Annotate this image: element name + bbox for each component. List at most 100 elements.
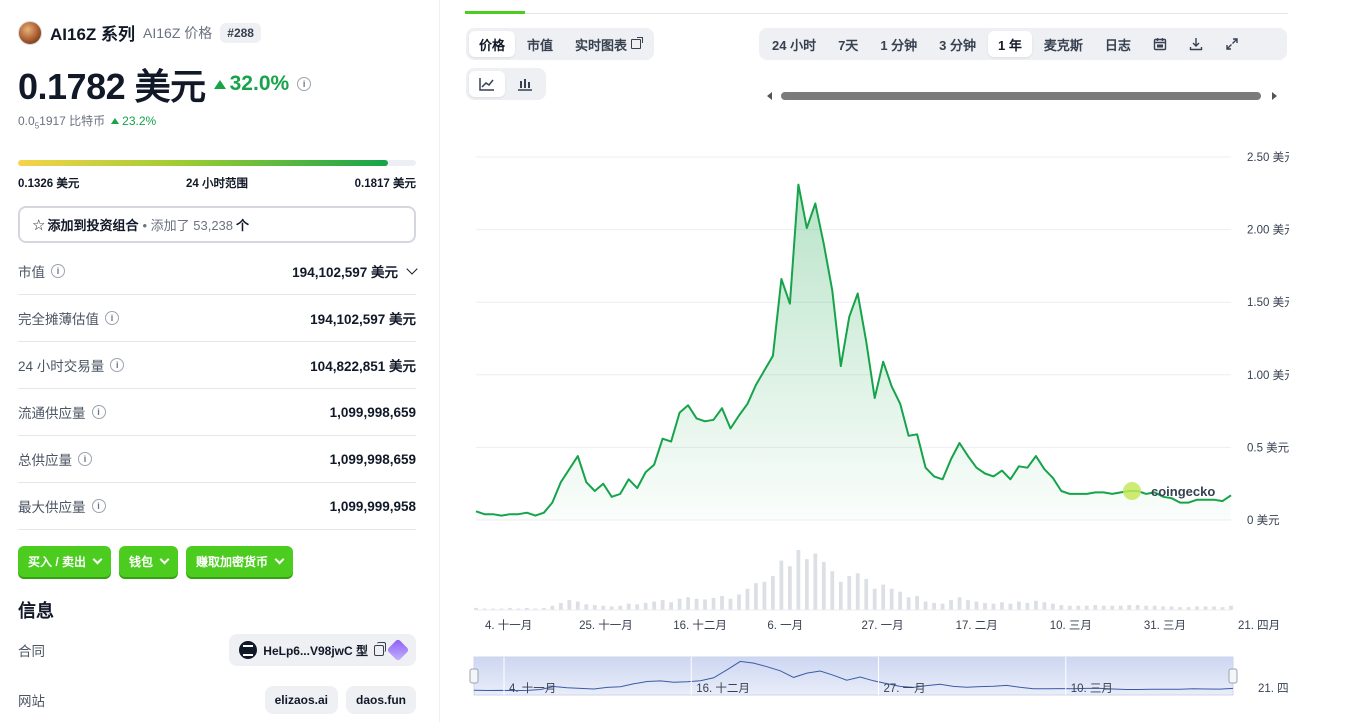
tab-price[interactable]: 价格 (469, 31, 516, 57)
volume-bar (847, 576, 852, 610)
website-row: 网站 elizaos.ai daos.fun (18, 686, 416, 714)
chevron-down-icon (92, 554, 103, 565)
volume-bar (491, 608, 495, 610)
volume-bar (1042, 602, 1047, 610)
coin-logo-icon (18, 20, 42, 45)
volume-bar (1212, 606, 1216, 610)
range-7d[interactable]: 7天 (838, 37, 859, 53)
info-icon[interactable]: i (91, 499, 106, 513)
info-icon[interactable]: i (51, 264, 65, 278)
navigator-handle-right[interactable] (1228, 668, 1238, 684)
volume-bar (940, 603, 945, 610)
copy-icon[interactable] (374, 641, 386, 656)
log-scale-toggle[interactable]: 日志 (1104, 37, 1131, 53)
contract-label: 合同 (18, 644, 45, 659)
scroll-right-icon[interactable] (1272, 92, 1277, 100)
info-icon[interactable]: i (78, 452, 92, 466)
range-max[interactable]: 麦克斯 (1043, 37, 1083, 53)
volume-bar (974, 601, 979, 610)
wallet-add-icon[interactable] (386, 638, 410, 662)
volume-bar (1161, 606, 1166, 610)
y-tick-label: 2.50 美元 (1247, 150, 1289, 164)
wallet-button[interactable]: 钱包 (119, 546, 179, 577)
line-chart-button[interactable] (469, 71, 505, 97)
info-icon[interactable]: i (110, 358, 125, 372)
volume-bar (1093, 605, 1098, 610)
current-price: 0.1782 美元 (18, 66, 206, 107)
volume-bar (957, 597, 962, 610)
contract-row: 合同 HeLp6...V98jwC 型 (18, 634, 416, 666)
website-link[interactable]: daos.fun (346, 686, 416, 714)
tab-market-cap[interactable]: 市值 (527, 37, 554, 53)
price-change-value: 32.0% (229, 72, 290, 95)
range-bar-fill (18, 160, 389, 166)
external-link-icon (631, 37, 644, 49)
tabs-scrollbar[interactable] (765, 89, 1287, 103)
volume-bar (872, 588, 877, 610)
stat-row-total-supply: 总供应量 i 1,099,998,659 (18, 436, 416, 483)
range-24h[interactable]: 24 小时 (772, 37, 817, 53)
stat-row-max-supply: 最大供应量 i 1,099,999,958 (18, 483, 416, 530)
range-3m[interactable]: 3 分钟 (939, 37, 976, 53)
price-chart[interactable]: 0 美元 0.5 美元 1.00 美元 1.50 美元 2.00 美元 2.50 美元 4… (441, 140, 1289, 722)
fullscreen-button[interactable] (1215, 31, 1249, 57)
volume-bar (567, 600, 572, 610)
stat-row-fdv: 完全摊薄估值 i 194,102,597 美元 (18, 295, 416, 342)
volume-bar (652, 601, 657, 610)
volume-bar (745, 588, 750, 610)
volume-bar (949, 600, 953, 610)
add-to-portfolio-button[interactable]: ☆ 添加到投资组合 • 添加了 53,238 个 (18, 206, 416, 243)
candlestick-chart-button[interactable] (507, 71, 543, 97)
contract-pill[interactable]: HeLp6...V98jwC 型 (229, 634, 416, 666)
volume-bar (1050, 603, 1055, 610)
btc-price: 0.051917 比特币 (18, 114, 106, 131)
navigator-handle-left[interactable] (469, 668, 479, 684)
volume-bar (584, 604, 589, 610)
volume-bar (482, 608, 487, 610)
volume-bar (889, 588, 894, 610)
volume-bar (618, 605, 623, 610)
range-1m[interactable]: 1 分钟 (880, 37, 918, 53)
volume-bar (541, 607, 546, 610)
coingecko-logo-icon (1123, 482, 1141, 500)
download-button[interactable] (1179, 31, 1213, 57)
volume-bar (855, 573, 860, 610)
stat-row-circulating: 流通供应量 i 1,099,998,659 (18, 389, 416, 436)
range-1y[interactable]: 1 年 (988, 31, 1032, 57)
navigator-tick-label: 16. 十二月 (696, 681, 750, 695)
volume-bar (1084, 605, 1089, 610)
triangle-up-icon (213, 79, 226, 89)
info-icon[interactable]: i (105, 311, 119, 325)
navigator-tick-label: 27. 一月 (884, 683, 926, 695)
volume-bar (703, 599, 707, 610)
range-bar (18, 160, 416, 166)
tab-live-chart[interactable]: 实时图表 (565, 31, 651, 57)
chart-navigator[interactable]: 4. 十一月 16. 十二月 27. 一月 10. 三月 21. 四月 (469, 656, 1289, 696)
calendar-button[interactable] (1143, 31, 1177, 57)
market-cap-value[interactable]: 194,102,597 美元 (292, 261, 418, 281)
x-tick-label: 31. 三月 (1144, 620, 1186, 632)
volume-bar (533, 608, 538, 610)
portfolio-added-count: • 添加了 53,238 (142, 218, 234, 233)
website-link[interactable]: elizaos.ai (264, 686, 338, 714)
x-tick-label: 27. 一月 (862, 620, 904, 632)
scrollbar-thumb[interactable] (781, 92, 1261, 100)
volume-bar (1169, 606, 1174, 610)
volume-bar (1008, 603, 1013, 610)
volume-bar (474, 607, 478, 610)
volume-bar (1178, 607, 1182, 610)
volume-bar (1000, 602, 1004, 610)
info-icon[interactable]: i (91, 405, 106, 419)
stat-row-market-cap: 市值 i 194,102,597 美元 (18, 248, 418, 295)
price-area (475, 183, 1232, 520)
range-label: 24 小时范围 (186, 178, 248, 190)
info-title: 信息 (18, 601, 54, 621)
buy-sell-button[interactable]: 买入 / 卖出 (18, 546, 112, 577)
earn-crypto-button[interactable]: 赚取加密货币 (186, 546, 294, 577)
triangle-up-icon (111, 118, 120, 125)
volume-bar (1203, 606, 1208, 610)
info-icon[interactable]: i (297, 77, 312, 91)
scroll-left-icon[interactable] (767, 92, 772, 100)
volume-bar (737, 594, 741, 610)
volume-bar (983, 602, 987, 610)
